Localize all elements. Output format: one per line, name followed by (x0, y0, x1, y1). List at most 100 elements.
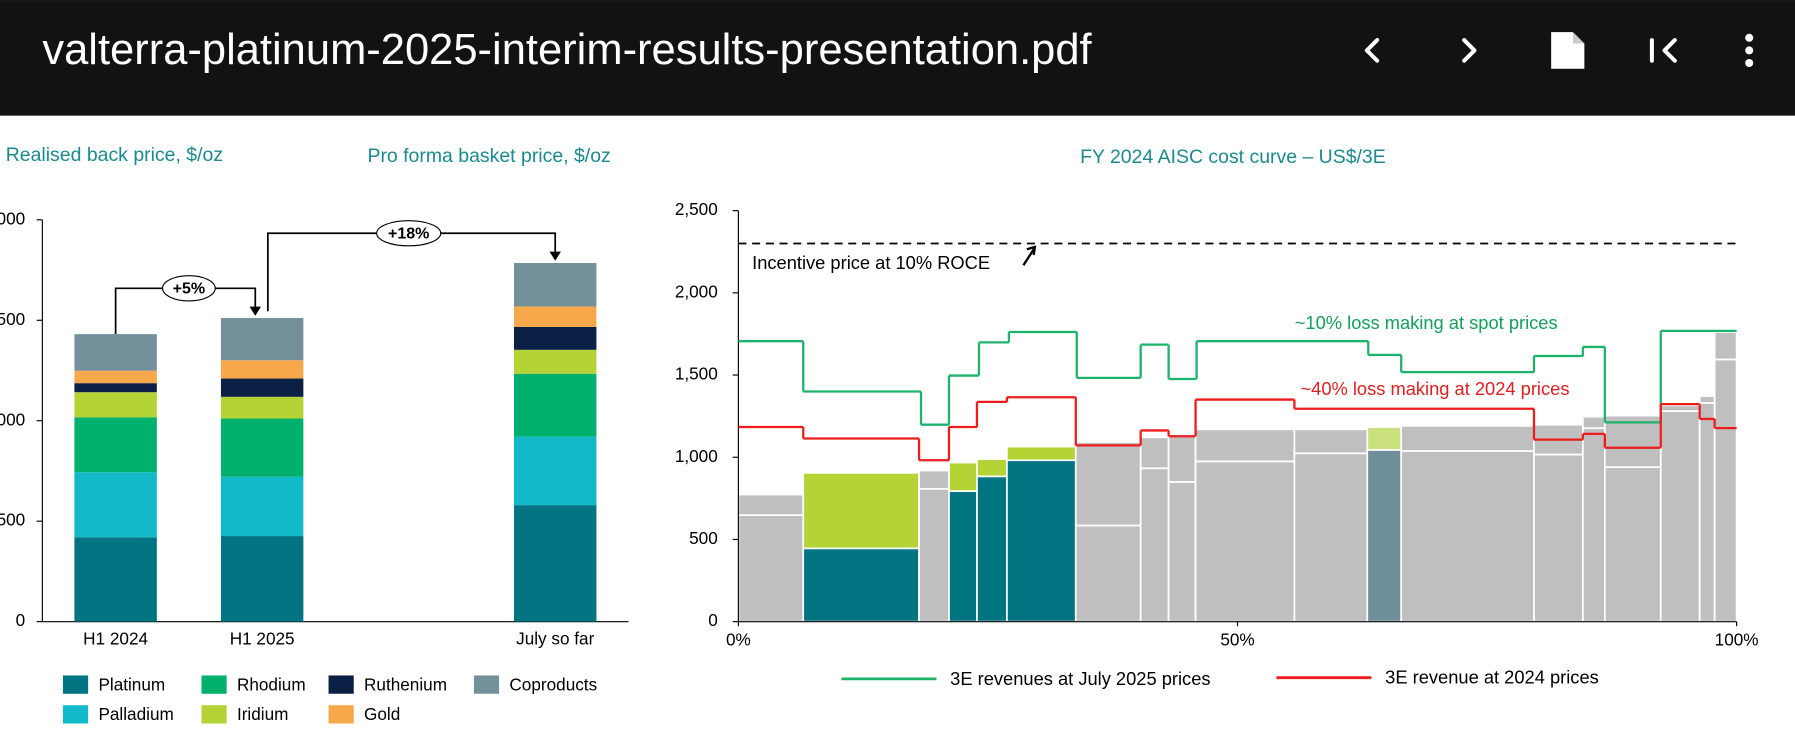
legend-label: Coproducts (509, 674, 597, 694)
bar-segment (74, 392, 157, 418)
bar-segment (74, 334, 157, 371)
legend-label: 3E revenue at 2024 prices (1385, 667, 1599, 688)
cost-block (918, 487, 950, 623)
cost-block (1603, 466, 1662, 623)
more-button[interactable] (1745, 33, 1754, 67)
first-page-button[interactable] (1649, 38, 1677, 63)
y-tick-label: 0 (16, 610, 26, 630)
legend-label: Rhodium (237, 674, 306, 694)
cost-block (1194, 460, 1296, 623)
bar-segment (220, 536, 304, 622)
annotation: ~10% loss making at spot prices (1295, 312, 1558, 333)
cost-block (1139, 467, 1170, 623)
bar-segment (74, 472, 157, 538)
bar-segment (74, 370, 157, 384)
bar-segment (514, 326, 597, 350)
bar-segment (514, 436, 597, 506)
x-tick-label: 50% (1220, 630, 1254, 650)
bar-segment (220, 360, 304, 379)
cost-block (1603, 414, 1662, 468)
bar-segment (514, 349, 597, 374)
cost-block (1074, 524, 1142, 623)
y-tick-label: 500 (0, 510, 25, 530)
annotation-bubble (161, 275, 216, 302)
cost-block (1139, 436, 1170, 470)
annotation-arrowhead (249, 306, 262, 316)
annotation: ~40% loss making at 2024 prices (1300, 378, 1569, 399)
legend-label: 3E revenues at July 2025 prices (950, 668, 1210, 689)
legend-swatch (473, 675, 500, 694)
y-tick-label: 1,000 (675, 446, 718, 466)
legend-label: Platinum (98, 674, 165, 694)
document-title: valterra-platinum-2025-interim-results-p… (42, 26, 1092, 74)
cost-block (1400, 450, 1535, 623)
cost-block (1074, 441, 1142, 527)
legend-label: Palladium (98, 704, 173, 724)
reference-arrow (1022, 245, 1037, 266)
annotation-bubble (376, 220, 442, 247)
bar-segment (514, 373, 597, 437)
cost-block (1400, 424, 1535, 452)
y-tick-label: 2,000 (675, 281, 718, 301)
y-tick-label: 2000 (0, 208, 25, 228)
cost-block (918, 469, 950, 490)
file-icon-fold (1572, 32, 1585, 44)
cost-block (1167, 481, 1197, 623)
legend-swatch (62, 675, 89, 694)
bar-segment (514, 505, 597, 622)
bar-segment (220, 396, 304, 419)
legend-swatch (328, 675, 354, 694)
legend-swatch (328, 705, 354, 724)
cost-block (1006, 459, 1077, 623)
cost-block (1533, 453, 1584, 623)
cost-block (1582, 415, 1606, 430)
cost-block (1366, 448, 1403, 623)
y-tick-label: 1,500 (675, 364, 718, 384)
cost-block (1659, 410, 1701, 623)
next-button[interactable] (1462, 38, 1477, 63)
toolbar (0, 0, 1795, 116)
x-tick-label: H1 2025 (230, 628, 295, 648)
cost-block (1713, 358, 1738, 623)
cost-block (802, 547, 920, 623)
right-chart-title: FY 2024 AISC cost curve – US$/3E (1080, 146, 1386, 168)
legend-swatch (62, 705, 89, 724)
cost-block (1194, 428, 1296, 463)
y-tick-label: 1000 (0, 409, 25, 429)
bar-segment (220, 418, 304, 477)
cost-block (1698, 395, 1716, 404)
cost-block (1659, 404, 1701, 412)
bar-segment (74, 537, 157, 622)
cost-block (802, 472, 920, 550)
y-tick-label: 0 (708, 610, 718, 630)
previous-button[interactable] (1364, 38, 1380, 63)
cost-block (1366, 426, 1403, 451)
cost-block (1293, 452, 1369, 623)
cost-block (1167, 434, 1197, 483)
bar-segment (514, 263, 597, 307)
y-tick-label: 2,500 (675, 199, 718, 219)
bar-segment (220, 476, 304, 537)
left-chart-title: Realised back price, $/oz (6, 144, 223, 166)
x-tick-label: H1 2024 (83, 628, 148, 648)
reference-label: Incentive price at 10% ROCE (752, 252, 990, 273)
cost-block (976, 475, 1008, 623)
cost-block (948, 461, 978, 492)
annotation-arrowhead (549, 251, 561, 261)
bar-segment (220, 318, 304, 361)
legend-swatch (201, 675, 227, 694)
y-tick-label: 1500 (0, 309, 25, 329)
y-tick-label: 500 (689, 528, 718, 548)
x-tick-label: 0% (726, 630, 751, 650)
cost-block (948, 490, 978, 623)
bar-segment (514, 306, 597, 327)
legend-label: Gold (364, 704, 400, 724)
cost-block (737, 493, 805, 516)
cost-block (737, 514, 805, 623)
bar-segment (74, 383, 157, 393)
left-chart-subtitle: Pro forma basket price, $/oz (367, 145, 610, 167)
cost-block (976, 458, 1008, 478)
cost-block (1293, 428, 1369, 455)
